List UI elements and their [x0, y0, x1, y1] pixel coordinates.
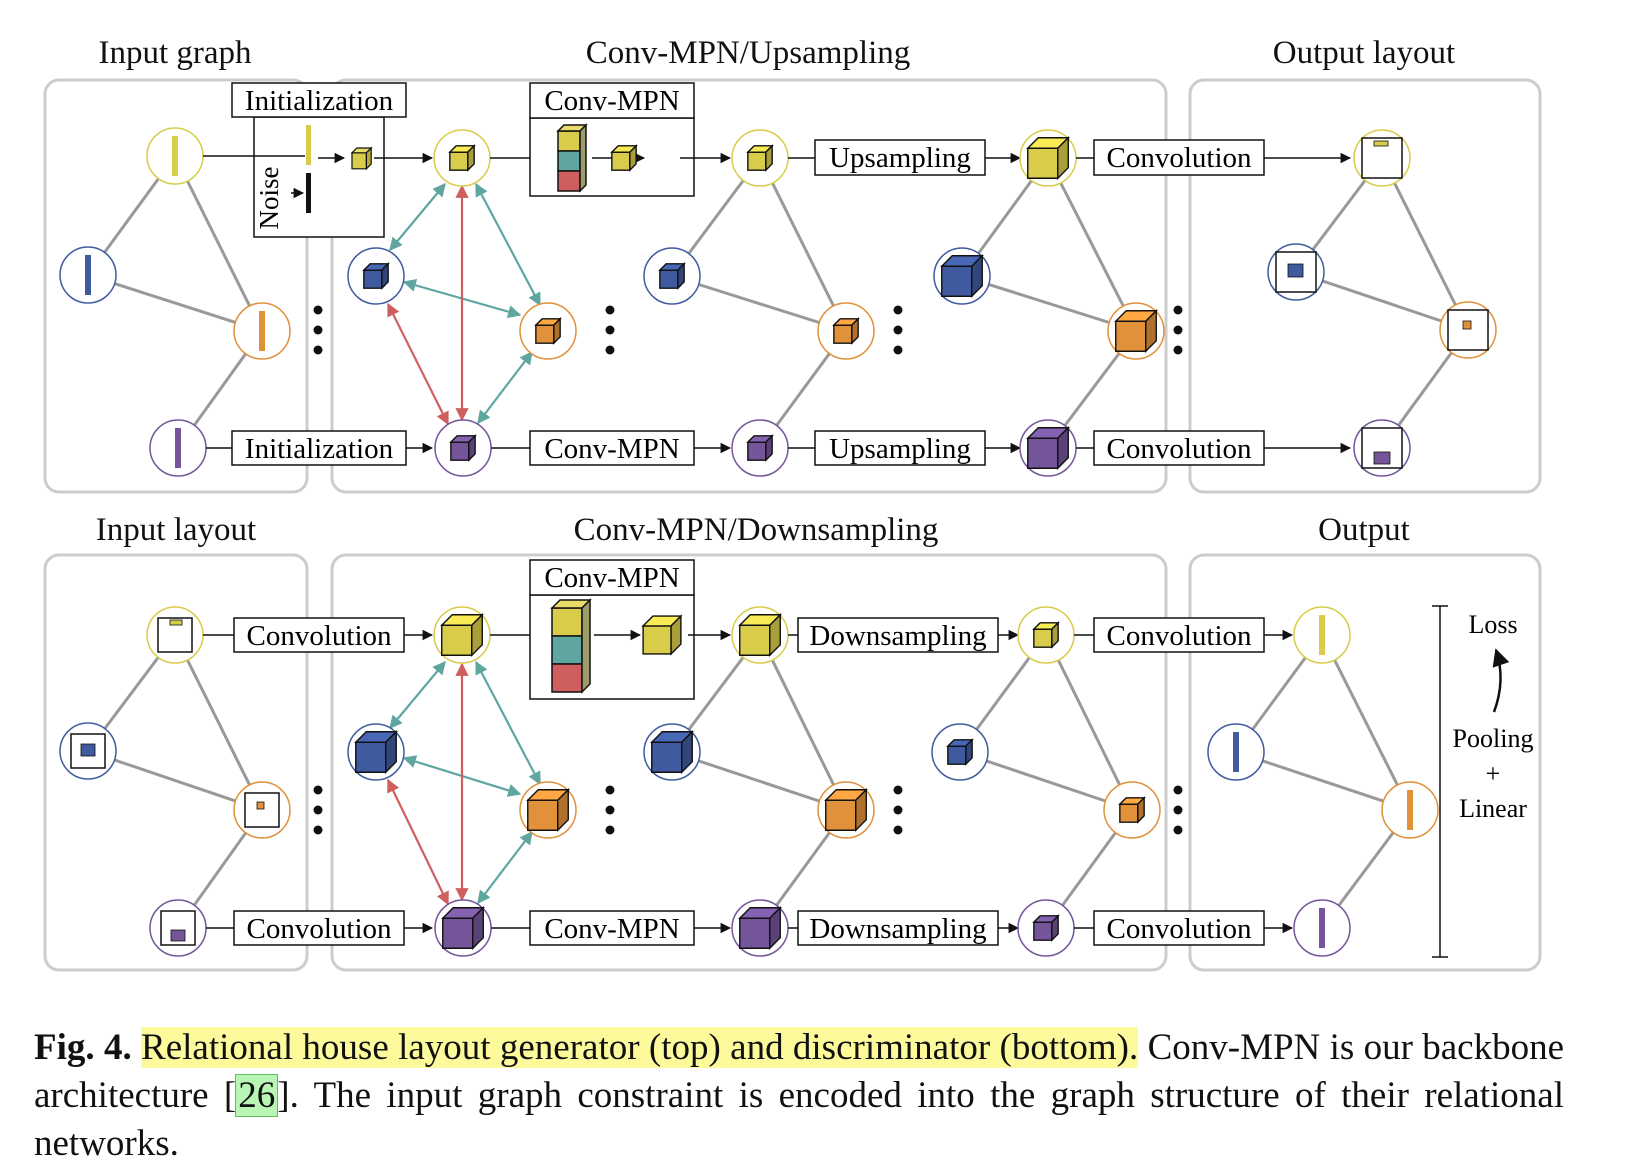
- cube-icon: [354, 730, 398, 774]
- label-convolution-2-bottom: Convolution: [1106, 913, 1252, 945]
- conv2-bottom-box: Convolution: [1074, 910, 1294, 946]
- downsampling-bottom-box: Downsampling: [788, 910, 1020, 946]
- panel-bottom-input: [43, 553, 309, 972]
- label-initialization-bottom-box: Initialization: [206, 430, 434, 466]
- label-pooling: Pooling: [1453, 724, 1534, 753]
- bottom-input-ellipsis: [313, 785, 323, 835]
- panel-bottom-output: [1188, 553, 1542, 972]
- label-convolution-1-top: Convolution: [246, 620, 392, 652]
- downsampling-top-box: Downsampling: [788, 617, 1020, 653]
- label-downsampling-top: Downsampling: [809, 620, 986, 652]
- convmpn-bottom-row-bottom: Conv-MPN: [491, 910, 732, 946]
- label-conv-mpn-top-row-bottom: Conv-MPN: [544, 433, 679, 465]
- cube-icon: [940, 254, 984, 298]
- figure-caption: Fig. 4. Relational house layout generato…: [34, 1024, 1564, 1168]
- cube-icon: [534, 317, 562, 345]
- convmpn-bottom-block: Conv-MPN: [529, 559, 695, 700]
- conv1-top-box: Convolution: [203, 617, 434, 653]
- label-convolution-top: Convolution: [1106, 142, 1252, 174]
- convmpn-top-block: Conv-MPN: [529, 82, 695, 197]
- convolution-top-box: Convolution: [1076, 139, 1352, 176]
- cube-icon: [449, 434, 477, 462]
- upsampling-top-box: Upsampling: [788, 139, 1022, 176]
- panel-top-middle: [330, 78, 1168, 494]
- label-conv-mpn-top: Conv-MPN: [544, 85, 679, 117]
- curved-arrow-icon: [1492, 648, 1510, 713]
- cube-icon: [610, 144, 638, 172]
- cube-icon: [658, 262, 686, 290]
- label-upsampling-top: Upsampling: [829, 142, 971, 174]
- top-input-ellipsis: [313, 305, 323, 355]
- caption-text-1: Conv-MPN is our backbone architecture [: [34, 1027, 1565, 1116]
- title-input-layout: Input layout: [96, 512, 256, 548]
- upsampling-bottom-box: Upsampling: [788, 430, 1022, 466]
- init-noise-block: Initialization Noise: [231, 82, 407, 238]
- panel-bottom-middle: [330, 553, 1168, 972]
- convolution-bottom-box: Convolution: [1076, 430, 1352, 466]
- panel-top-output: [1188, 78, 1542, 494]
- caption-highlight: Relational house layout generator (top) …: [141, 1027, 1139, 1068]
- cube-icon: [832, 317, 860, 345]
- cube-icon: [440, 613, 484, 657]
- cube-icon: [1118, 796, 1146, 824]
- cube-icon: [738, 906, 782, 950]
- conv1-bottom-box: Convolution: [206, 910, 434, 946]
- bottom-output-graph: [1207, 606, 1439, 957]
- caption-text-2: ]. The input graph constraint is encoded…: [34, 1075, 1564, 1164]
- label-linear: Linear: [1459, 794, 1527, 823]
- top-graph-3-ellipsis: [1173, 305, 1183, 355]
- cube-icon: [350, 146, 373, 171]
- label-noise: Noise: [254, 166, 284, 229]
- cube-icon: [448, 144, 476, 172]
- title-output: Output: [1318, 512, 1410, 548]
- cube-icon: [1026, 426, 1070, 470]
- loss-annotation: Loss Pooling + Linear: [1432, 605, 1534, 958]
- cube-icon: [641, 614, 683, 656]
- title-conv-mpn-downsampling: Conv-MPN/Downsampling: [574, 512, 939, 548]
- label-downsampling-bottom: Downsampling: [809, 913, 986, 945]
- cube-icon: [946, 738, 974, 766]
- citation-link[interactable]: 26: [235, 1074, 279, 1117]
- cube-icon: [1026, 136, 1070, 180]
- cube-icon: [441, 906, 485, 950]
- cube-icon: [526, 788, 570, 832]
- label-convolution-2-top: Convolution: [1106, 620, 1252, 652]
- label-upsampling-bottom: Upsampling: [829, 433, 971, 465]
- title-output-layout: Output layout: [1273, 35, 1455, 71]
- label-initialization-top: Initialization: [245, 85, 394, 117]
- label-initialization-bottom: Initialization: [245, 433, 394, 465]
- cube-icon: [746, 144, 774, 172]
- top-graph-2-ellipsis: [893, 305, 903, 355]
- bottom-graph-1-ellipsis: [605, 785, 615, 835]
- conv2-top-box: Convolution: [1074, 617, 1294, 653]
- architecture-diagram: Input graph Conv-MPN/Upsampling Output l…: [43, 35, 1542, 972]
- top-output-graph: [1267, 129, 1497, 477]
- title-conv-mpn-upsampling: Conv-MPN/Upsampling: [586, 35, 911, 71]
- top-graph-1-ellipsis: [605, 305, 615, 355]
- title-input-graph: Input graph: [98, 35, 252, 71]
- label-convolution-1-bottom: Convolution: [246, 913, 392, 945]
- figure-label: Fig. 4.: [34, 1027, 132, 1068]
- label-conv-mpn-bottom-row-top: Conv-MPN: [544, 562, 679, 594]
- top-input-graph: [59, 127, 291, 477]
- cube-icon: [738, 613, 782, 657]
- cube-icon: [1032, 621, 1060, 649]
- label-loss: Loss: [1468, 610, 1517, 639]
- cube-icon: [650, 730, 694, 774]
- label-plus: +: [1486, 759, 1501, 788]
- cube-icon: [1114, 309, 1158, 353]
- convmpn-bottom-top-row: Conv-MPN: [491, 430, 732, 466]
- bottom-graph-3: [931, 606, 1161, 957]
- cube-icon: [746, 434, 774, 462]
- bottom-input-graph: [59, 606, 291, 957]
- cube-icon: [824, 788, 868, 832]
- cube-icon: [1032, 914, 1060, 942]
- bottom-graph-3-ellipsis: [1173, 785, 1183, 835]
- bottom-graph-2-ellipsis: [893, 785, 903, 835]
- panel-top-input: [43, 78, 309, 494]
- label-convolution-bottom: Convolution: [1106, 433, 1252, 465]
- label-conv-mpn-bottom-row-bottom: Conv-MPN: [544, 913, 679, 945]
- cube-icon: [362, 262, 390, 290]
- top-graph-3: [933, 129, 1165, 477]
